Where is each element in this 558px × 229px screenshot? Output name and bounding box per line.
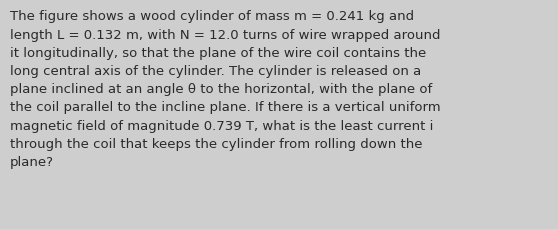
Text: The figure shows a wood cylinder of mass m = 0.241 kg and
length L = 0.132 m, wi: The figure shows a wood cylinder of mass…: [10, 10, 441, 168]
